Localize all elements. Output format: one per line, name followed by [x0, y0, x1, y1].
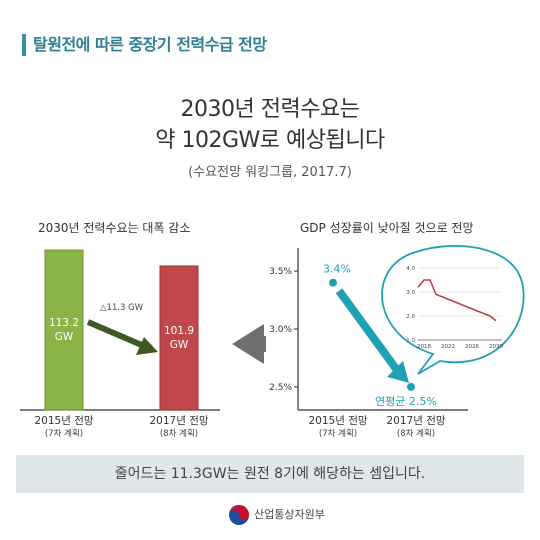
summary-text: 줄어드는 11.3GW는 원전 8기에 해당하는 셈입니다. — [114, 466, 426, 482]
bar-category-sublabel-2: (8차 계획) — [160, 428, 198, 439]
bar-category-label-1: 2015년 전망 — [34, 415, 93, 427]
gdp-value-label-1: 3.4% — [323, 263, 351, 276]
gdp-point-2 — [407, 382, 415, 391]
headline-line-2: 약 102GW로 예상됩니다 — [155, 128, 385, 153]
header-accent-bar — [22, 34, 26, 56]
gdp-y-tick-label-2: 3.0% — [269, 325, 292, 335]
gdp-y-tick-label-3: 2.5% — [269, 383, 292, 393]
gdp-category-sublabel-1: (7차 계획) — [319, 428, 357, 439]
decrease-arrow-head — [136, 337, 158, 355]
bar-category-sublabel-1: (7차 계획) — [45, 428, 83, 439]
mini-x-tick-label-1: 2018 — [417, 344, 431, 350]
bar-1 — [44, 249, 84, 411]
gdp-category-label-1: 2015년 전망 — [308, 415, 367, 427]
transition-arrow-icon — [232, 324, 266, 364]
gdp-category-label-2: 2017년 전망 — [386, 415, 445, 427]
mini-y-tick-label-2: 3.0 — [406, 290, 415, 296]
bar-chart-title: 2030년 전력수요는 대폭 감소 — [38, 221, 191, 235]
mini-trend-line — [417, 279, 497, 322]
forecast-bubble-outline — [381, 245, 525, 375]
bar-value-label-1: 113.2 GW — [49, 317, 79, 343]
gdp-y-tick-label-1: 3.5% — [269, 267, 292, 277]
gdp-arrow-head — [387, 360, 409, 383]
decrease-arrow — [86, 319, 158, 355]
summary-banner: 줄어드는 11.3GW는 원전 8기에 해당하는 셈입니다. — [16, 455, 524, 493]
gdp-chart: 3.5% 3.0% 2.5% 2015년 전망(7차 계획) 2017년 전망(8차 계… — [269, 245, 525, 439]
bar-2 — [159, 265, 199, 411]
bar-chart: 113.2 GW 2015년 전망(7차 계획) 101.9 GW 2017년 전망(8차… — [20, 249, 220, 439]
mini-y-tick-label-1: 4.0 — [406, 266, 415, 272]
headline-line-1: 2030년 전력수요는 — [180, 97, 360, 122]
bar-category-label-2: 2017년 전망 — [149, 415, 208, 427]
bar-value-label-2: 101.9 GW — [164, 325, 194, 351]
mini-x-tick-label-4: 2030 — [489, 344, 503, 350]
gdp-arrow-shaft — [335, 288, 403, 376]
headline-source: (수요전망 워킹그룹, 2017.7) — [188, 165, 352, 180]
ministry-name: 산업통상자원부 — [254, 508, 325, 521]
mini-y-tick-label-4: 1.0 — [406, 338, 415, 344]
decrease-arrow-shaft — [86, 319, 146, 349]
mini-x-tick-label-3: 2026 — [465, 344, 479, 350]
gdp-category-sublabel-2: (8차 계획) — [397, 428, 435, 439]
gdp-chart-title: GDP 성장률이 낮아질 것으로 전망 — [300, 221, 474, 235]
mini-x-tick-label-2: 2022 — [441, 344, 455, 350]
page-title: 탈원전에 따른 중장기 전력수급 전망 — [33, 35, 267, 54]
gdp-decline-arrow — [335, 288, 409, 383]
taegeuk-logo-icon — [229, 505, 249, 525]
decrease-annotation: △11.3 GW — [100, 303, 144, 313]
mini-y-tick-label-3: 2.0 — [406, 314, 415, 320]
gdp-point-1 — [329, 278, 337, 287]
gdp-value-label-2: 연평균 2.5% — [375, 395, 437, 408]
